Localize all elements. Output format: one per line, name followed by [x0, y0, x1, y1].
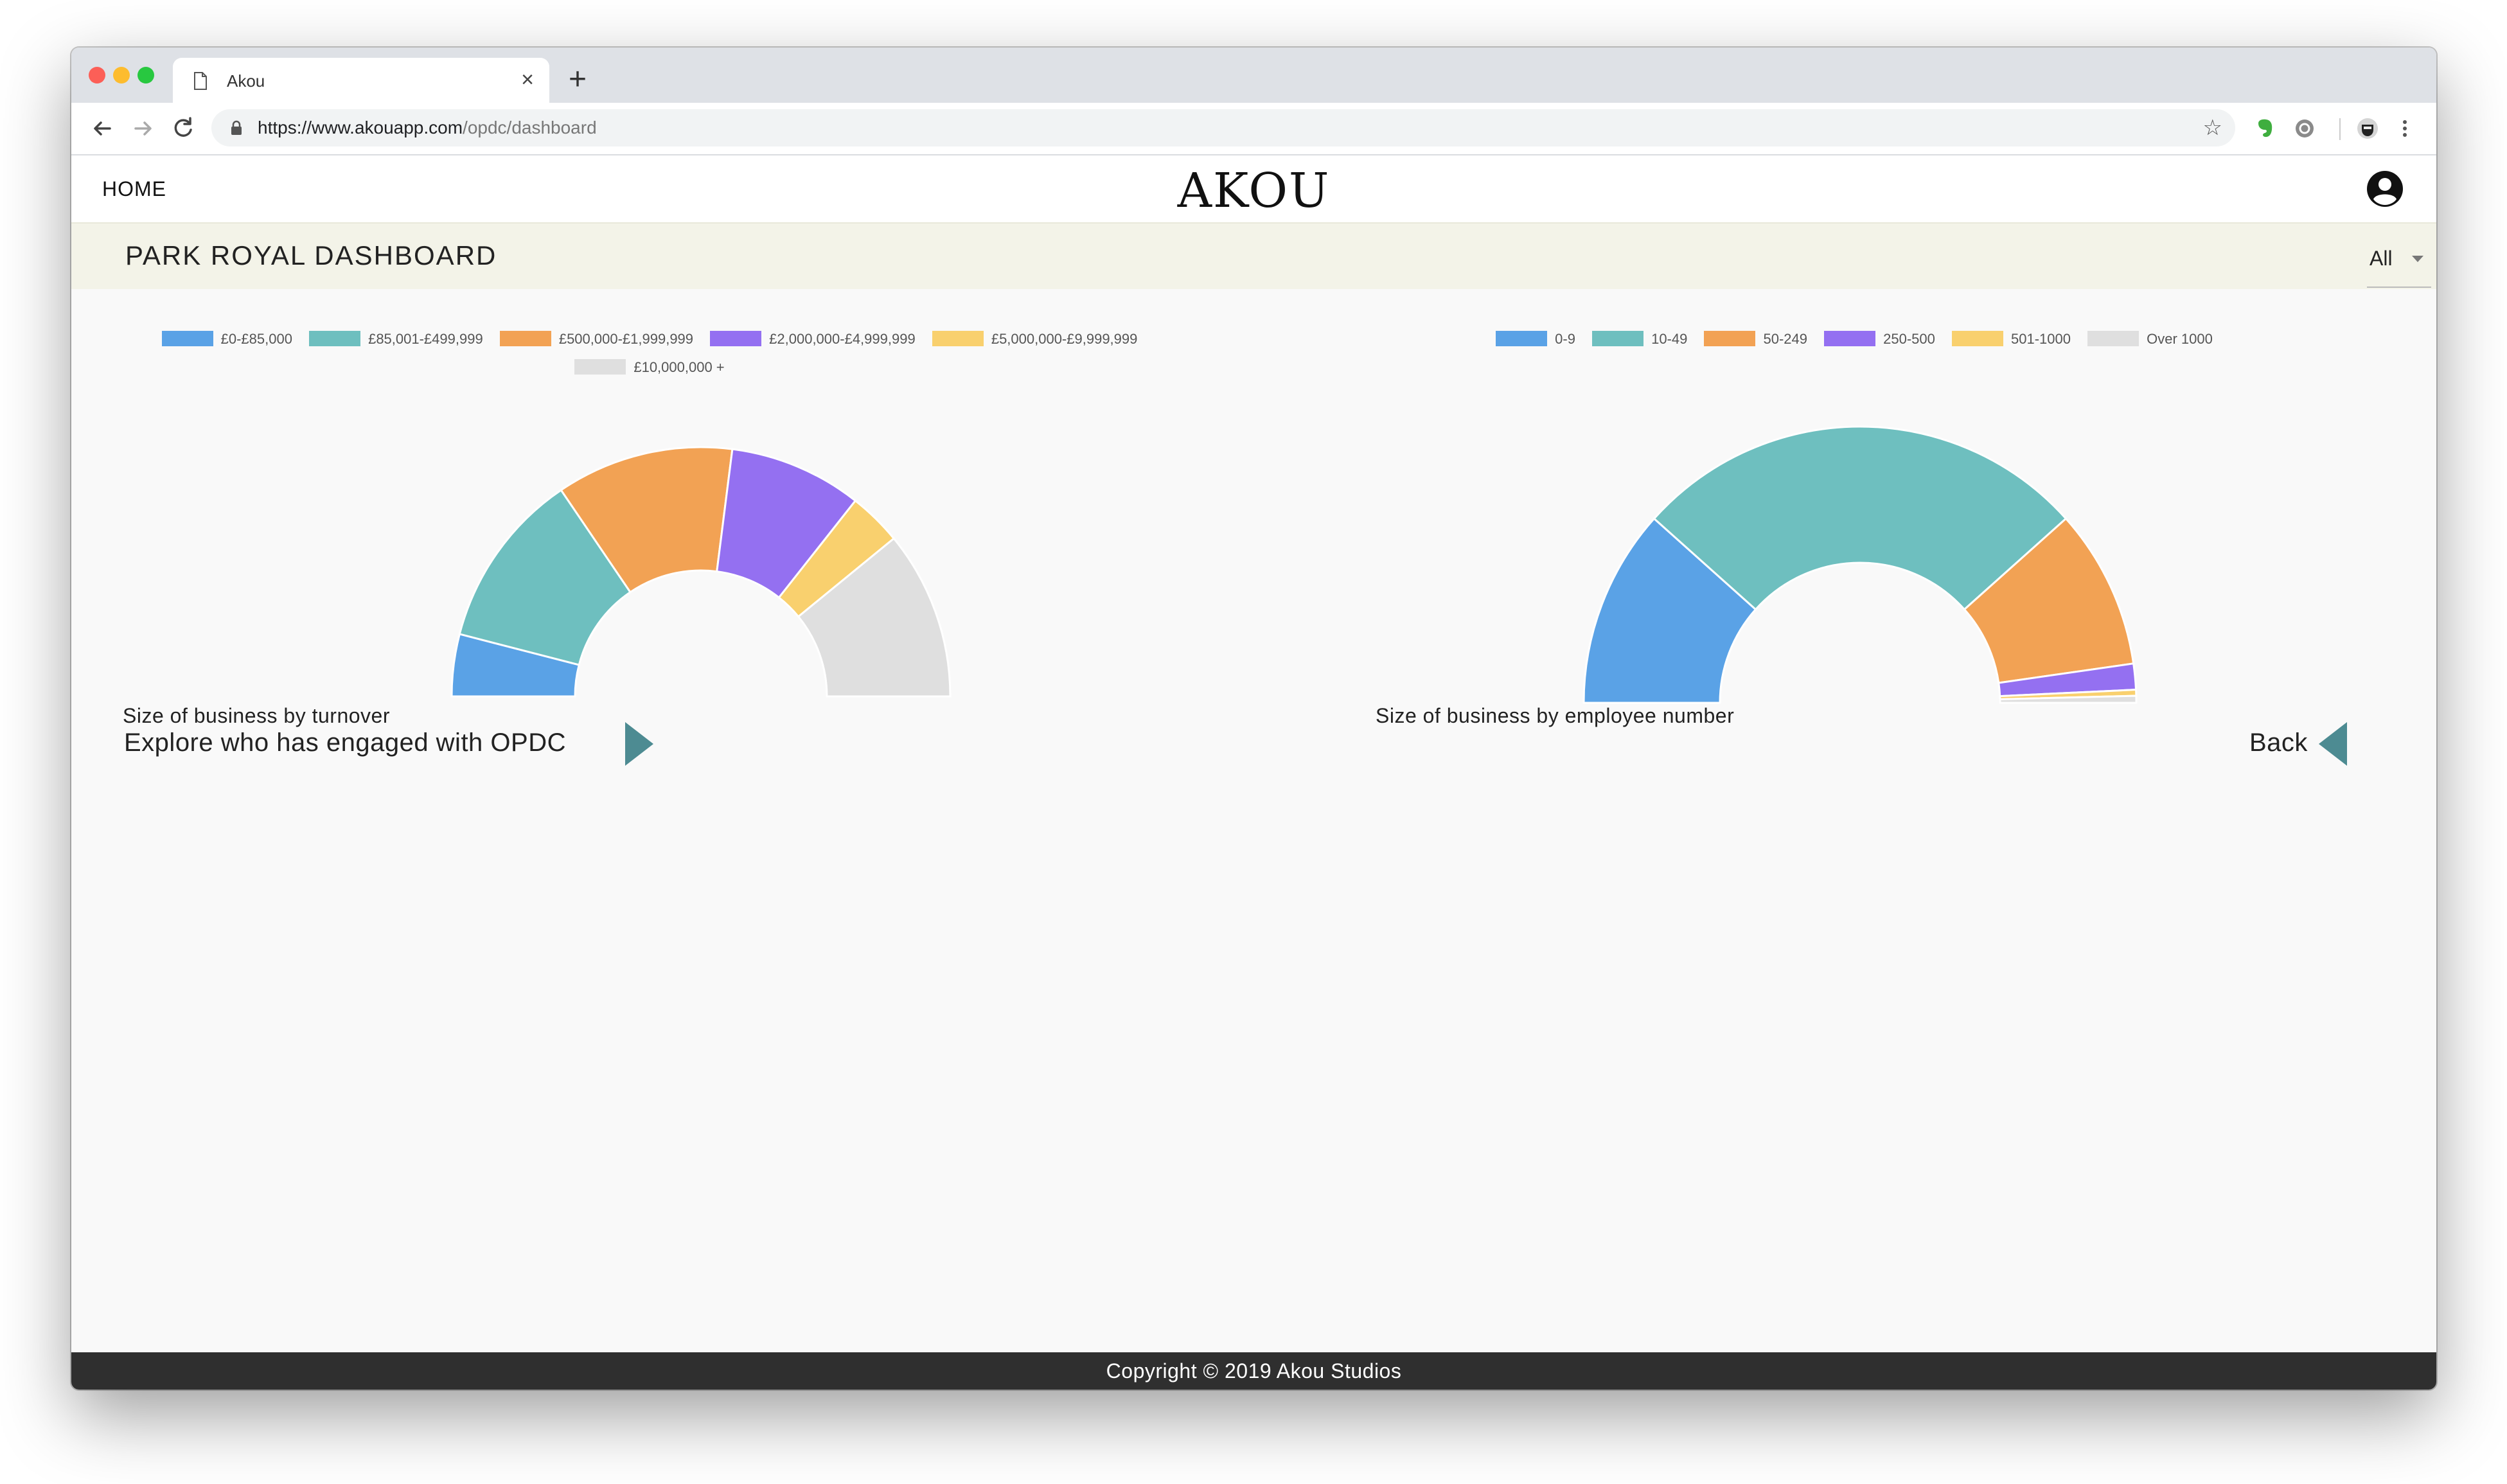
turnover-legend: £0-£85,000 £85,001-£499,999 £500,000-£1,…	[110, 325, 1189, 382]
close-tab-icon[interactable]: ×	[521, 67, 534, 92]
extension-circle-icon[interactable]	[2293, 117, 2316, 140]
legend-item[interactable]: Over 1000	[2087, 325, 2213, 353]
bookmark-star-icon[interactable]: ☆	[2202, 116, 2222, 140]
akou-logo[interactable]: AKOU	[1177, 163, 1331, 218]
arrow-right-icon	[625, 722, 653, 766]
explore-link-label: Explore who has engaged with OPDC	[124, 729, 566, 757]
legend-swatch	[1952, 331, 2003, 347]
dashboard-subheader: PARK ROYAL DASHBOARD All	[71, 222, 2436, 289]
url-host: https://www.akouapp.com	[258, 118, 463, 137]
chart-slice-1[interactable]	[1652, 425, 2068, 611]
legend-item[interactable]: £500,000-£1,999,999	[499, 325, 694, 353]
chart-slice-5[interactable]	[797, 537, 952, 698]
area-filter-select[interactable]: All	[2367, 242, 2431, 288]
chart-slice-5[interactable]	[1999, 694, 2138, 704]
evernote-extension-icon[interactable]	[2253, 117, 2276, 140]
browser-toolbar: https://www.akouapp.com/opdc/dashboard ☆	[71, 103, 2436, 155]
turnover-chart-panel: £0-£85,000 £85,001-£499,999 £500,000-£1,…	[110, 325, 1189, 736]
legend-swatch	[574, 359, 626, 375]
legend-label: £85,001-£499,999	[368, 331, 483, 347]
dashboard-title: PARK ROYAL DASHBOARD	[125, 240, 497, 270]
tab-title: Akou	[227, 71, 265, 91]
address-bar[interactable]: https://www.akouapp.com/opdc/dashboard ☆	[211, 109, 2235, 146]
chart-slice-2[interactable]	[560, 446, 734, 594]
document-icon	[194, 72, 207, 90]
chart-slice-1[interactable]	[458, 488, 632, 666]
copyright-text: Copyright © 2019 Akou Studios	[1106, 1359, 1402, 1382]
legend-swatch	[1824, 331, 1876, 347]
url-path: /opdc/dashboard	[463, 118, 597, 137]
arrow-left-icon	[2319, 722, 2347, 766]
minimize-window-button[interactable]	[113, 67, 130, 84]
home-link[interactable]: HOME	[102, 177, 166, 200]
legend-item[interactable]: 10-49	[1592, 325, 1687, 353]
legend-label: 10-49	[1651, 331, 1688, 347]
url-text: https://www.akouapp.com/opdc/dashboard	[258, 117, 597, 139]
legend-swatch	[710, 331, 762, 347]
legend-item[interactable]: 250-500	[1824, 325, 1935, 353]
explore-engagement-link[interactable]: Explore who has engaged with OPDC	[124, 722, 653, 767]
employee-half-doughnut	[1582, 425, 2138, 704]
legend-label: 501-1000	[2011, 331, 2071, 347]
back-arrow-icon[interactable]	[88, 114, 116, 143]
reload-icon[interactable]	[169, 114, 197, 143]
legend-label: £500,000-£1,999,999	[558, 331, 694, 347]
browser-tab[interactable]: Akou ×	[173, 58, 549, 103]
legend-swatch	[2087, 331, 2139, 347]
new-tab-button[interactable]: +	[568, 62, 587, 96]
legend-label: £0-£85,000	[220, 331, 292, 347]
chevron-down-icon	[2412, 256, 2423, 262]
legend-swatch	[1704, 331, 1756, 347]
browser-window: Akou × + https://www.akouapp.com/opdc/da…	[71, 48, 2436, 1390]
legend-swatch	[932, 331, 984, 347]
browser-menu-icon[interactable]	[2393, 117, 2416, 140]
legend-label: 250-500	[1883, 331, 1935, 347]
close-window-button[interactable]	[89, 67, 105, 84]
account-icon[interactable]	[2366, 170, 2404, 208]
turnover-half-doughnut	[450, 446, 952, 698]
legend-swatch	[1592, 331, 1644, 347]
legend-label: £2,000,000-£4,999,999	[769, 331, 916, 347]
legend-item[interactable]: 501-1000	[1952, 325, 2071, 353]
legend-label: £5,000,000-£9,999,999	[991, 331, 1138, 347]
back-link-label: Back	[2249, 729, 2308, 757]
turnover-chart-caption: Size of business by turnover	[123, 704, 390, 727]
legend-item[interactable]: £85,001-£499,999	[309, 325, 483, 353]
employee-legend: 0-9 10-49 50-249 250-500 501-1000 Over 1…	[1350, 325, 2359, 353]
legend-item[interactable]: 0-9	[1496, 325, 1575, 353]
filter-selected-value: All	[2370, 247, 2393, 270]
chart-slice-0[interactable]	[1582, 517, 1757, 704]
site-footer: Copyright © 2019 Akou Studios	[71, 1352, 2436, 1390]
legend-item[interactable]: £10,000,000 +	[574, 353, 725, 382]
toolbar-divider	[2339, 118, 2341, 140]
legend-swatch	[309, 331, 361, 347]
legend-swatch	[1496, 331, 1548, 347]
back-link[interactable]: Back	[2249, 722, 2378, 767]
maximize-window-button[interactable]	[137, 67, 154, 84]
legend-label: £10,000,000 +	[633, 359, 725, 375]
legend-item[interactable]: £2,000,000-£4,999,999	[710, 325, 916, 353]
legend-label: 50-249	[1763, 331, 1807, 347]
legend-label: 0-9	[1555, 331, 1575, 347]
legend-swatch	[499, 331, 551, 347]
legend-item[interactable]: £0-£85,000	[161, 325, 292, 353]
legend-item[interactable]: £5,000,000-£9,999,999	[932, 325, 1138, 353]
forward-arrow-icon[interactable]	[129, 114, 157, 143]
legend-item[interactable]: 50-249	[1704, 325, 1807, 353]
legend-label: Over 1000	[2147, 331, 2213, 347]
employee-chart-panel: 0-9 10-49 50-249 250-500 501-1000 Over 1…	[1350, 325, 2359, 736]
employee-chart-caption: Size of business by employee number	[1376, 704, 1735, 727]
profile-avatar-icon[interactable]	[2356, 117, 2379, 140]
tab-strip: Akou × +	[71, 48, 2436, 103]
site-header: HOME AKOU	[71, 155, 2436, 222]
legend-swatch	[161, 331, 213, 347]
lock-icon	[231, 120, 242, 135]
